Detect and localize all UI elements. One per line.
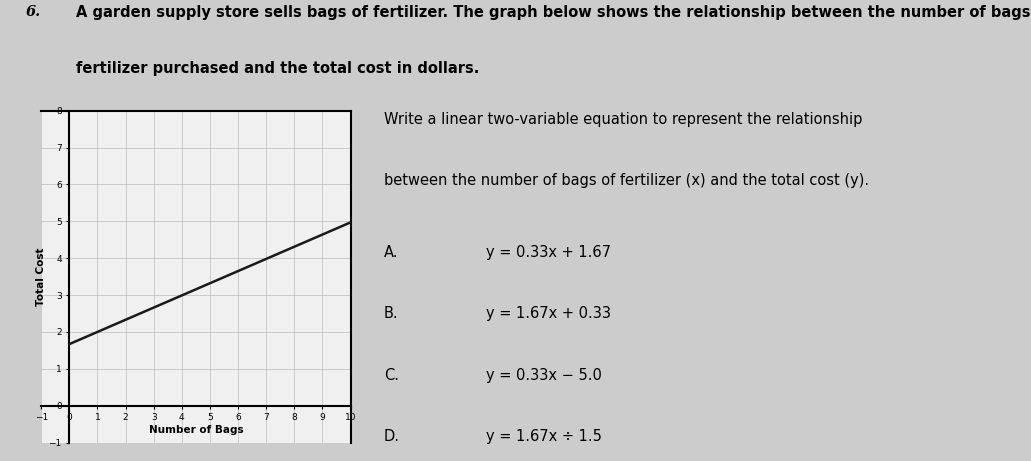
- Text: y = 1.67x + 0.33: y = 1.67x + 0.33: [487, 307, 611, 321]
- Text: y = 1.67x ÷ 1.5: y = 1.67x ÷ 1.5: [487, 429, 602, 443]
- Y-axis label: Total Cost: Total Cost: [36, 248, 45, 306]
- Text: A.: A.: [384, 245, 398, 260]
- Text: 6.: 6.: [26, 5, 40, 19]
- Text: between the number of bags of fertilizer (x) and the total cost (y).: between the number of bags of fertilizer…: [384, 173, 869, 189]
- Text: y = 0.33x + 1.67: y = 0.33x + 1.67: [487, 245, 611, 260]
- Text: y = 0.33x − 5.0: y = 0.33x − 5.0: [487, 367, 602, 383]
- Text: C.: C.: [384, 367, 399, 383]
- Text: D.: D.: [384, 429, 400, 443]
- Text: B.: B.: [384, 307, 399, 321]
- X-axis label: Number of Bags: Number of Bags: [148, 425, 243, 435]
- Text: fertilizer purchased and the total cost in dollars.: fertilizer purchased and the total cost …: [76, 61, 479, 76]
- Text: Write a linear two-variable equation to represent the relationship: Write a linear two-variable equation to …: [384, 112, 862, 127]
- Text: A garden supply store sells bags of fertilizer. The graph below shows the relati: A garden supply store sells bags of fert…: [76, 5, 1031, 20]
